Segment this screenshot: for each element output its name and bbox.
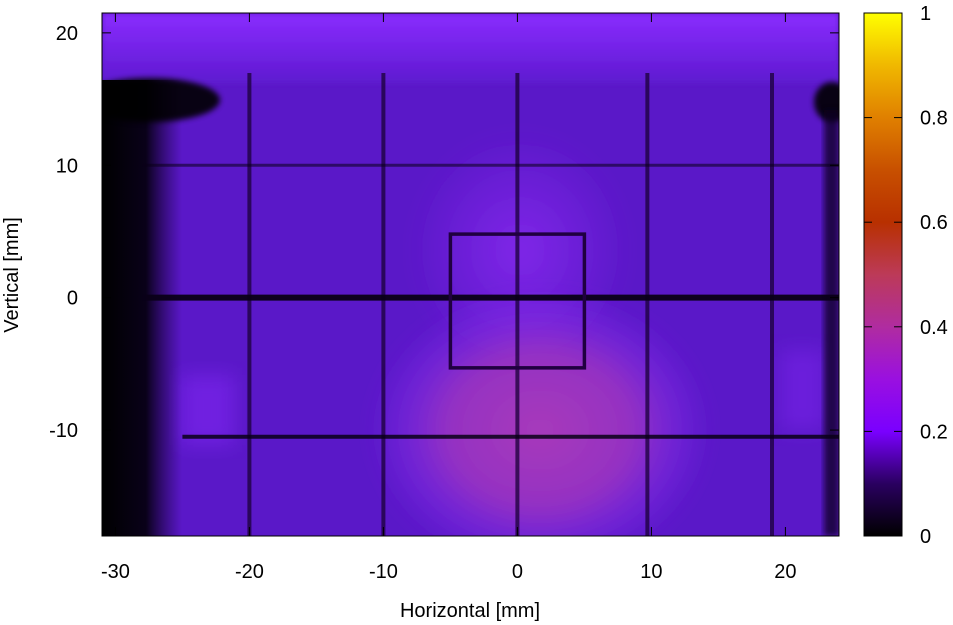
colorbar-tick-label: 0 — [920, 526, 931, 548]
x-tick-label: -30 — [101, 561, 130, 583]
y-tick-label: 20 — [56, 23, 78, 45]
colorbar-tick-label: 1 — [920, 3, 931, 25]
colorbar-ticks: 0 0.2 0.4 0.6 0.8 1 — [864, 3, 948, 548]
y-tick-label: -10 — [49, 420, 78, 442]
colorbar-tick-label: 0.2 — [920, 421, 948, 443]
x-tick-label: 0 — [512, 561, 523, 583]
plot-border — [101, 12, 840, 537]
heatmap-left-patch — [180, 375, 235, 445]
heatmap-dark-left-edge — [102, 80, 182, 536]
heatmap-hot-spot — [370, 290, 710, 536]
colorbar: 0 0.2 0.4 0.6 0.8 1 — [863, 3, 948, 548]
y-tick-label: 0 — [67, 288, 78, 310]
heatmap-dark-corner-left — [102, 78, 220, 122]
x-tick-label: -10 — [369, 561, 398, 583]
heatmap-right-patch — [780, 350, 825, 430]
heatmap-dark-right-edge — [824, 110, 839, 536]
colorbar-tick-label: 0.4 — [920, 317, 948, 339]
heatmap-inner-square — [448, 232, 587, 370]
x-tick-label: 20 — [774, 561, 796, 583]
x-axis: -30 -20 -10 0 10 20 — [101, 13, 797, 583]
heatmap-dark-lines — [142, 73, 839, 536]
x-tick-label: 10 — [640, 561, 662, 583]
x-tick-label: -20 — [235, 561, 264, 583]
y-axis-title: Vertical [mm] — [1, 217, 23, 333]
colorbar-tick-label: 0.8 — [920, 108, 948, 130]
colorbar-tick-label: 0.6 — [920, 212, 948, 234]
y-axis: -10 0 10 20 — [49, 23, 839, 442]
heatmap-top-band — [102, 13, 839, 83]
colorbar-gradient — [863, 12, 903, 537]
y-tick-label: 10 — [56, 155, 78, 177]
heatmap-plot-area — [102, 13, 839, 536]
x-axis-title: Horizontal [mm] — [400, 600, 540, 622]
